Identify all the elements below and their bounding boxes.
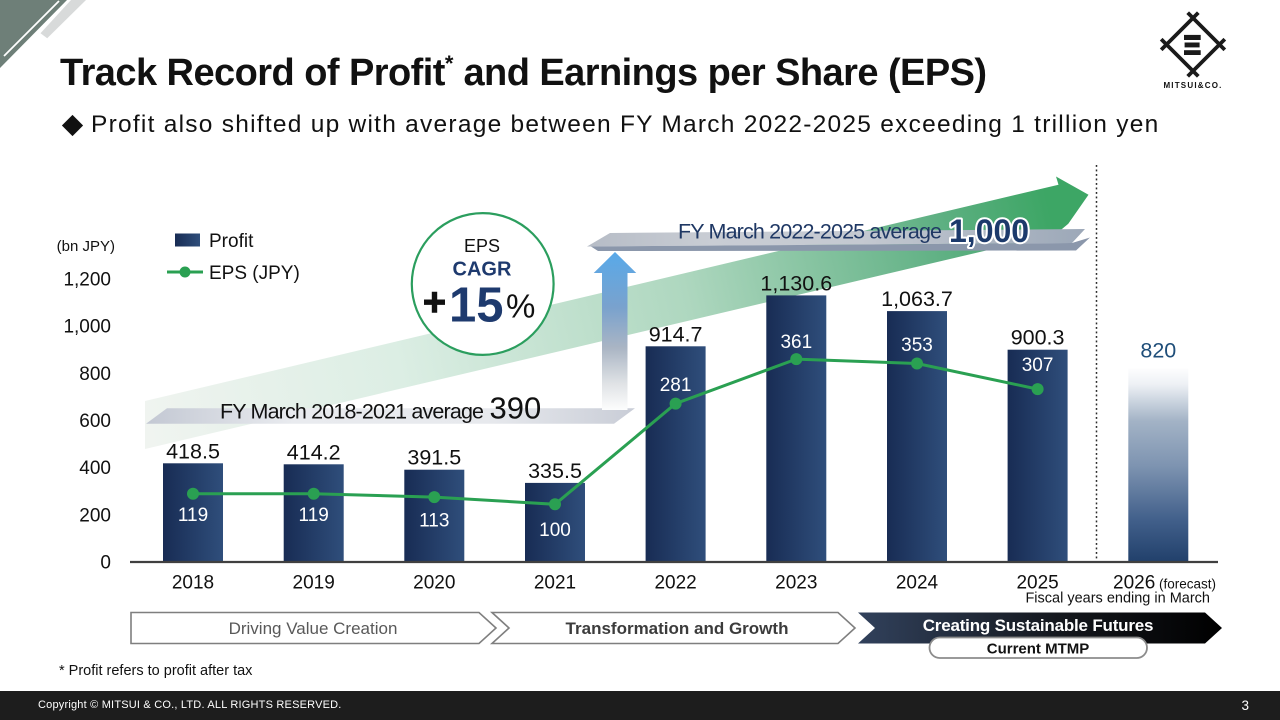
svg-text:2019: 2019 — [293, 573, 335, 594]
svg-text:1,063.7: 1,063.7 — [881, 287, 953, 311]
svg-text:1,130.6: 1,130.6 — [760, 271, 832, 295]
svg-text:2023: 2023 — [775, 573, 817, 594]
svg-text:(bn JPY): (bn JPY) — [57, 238, 115, 255]
svg-text:Fiscal years ending in March: Fiscal years ending in March — [1025, 591, 1210, 607]
svg-text:418.5: 418.5 — [166, 439, 220, 463]
svg-text:1,000: 1,000 — [63, 317, 111, 338]
svg-text:307: 307 — [1022, 355, 1054, 376]
svg-text:600: 600 — [79, 411, 111, 432]
svg-text:1,200: 1,200 — [63, 270, 111, 291]
svg-text:2018: 2018 — [172, 573, 214, 594]
svg-text:400: 400 — [79, 458, 111, 479]
svg-text:113: 113 — [419, 511, 449, 532]
svg-text:900.3: 900.3 — [1011, 326, 1065, 350]
svg-text:Driving Value Creation: Driving Value Creation — [229, 619, 398, 638]
svg-text:281: 281 — [660, 375, 692, 396]
svg-text:Current MTMP: Current MTMP — [987, 641, 1090, 658]
svg-text:MITSUI&CO.: MITSUI&CO. — [1163, 81, 1222, 90]
svg-text:2025: 2025 — [1016, 573, 1058, 594]
svg-text:2021: 2021 — [534, 573, 576, 594]
svg-text:CAGR: CAGR — [453, 259, 512, 281]
svg-text:390: 390 — [490, 391, 542, 426]
svg-text:0: 0 — [100, 553, 111, 574]
svg-text:914.7: 914.7 — [649, 322, 703, 346]
svg-text:414.2: 414.2 — [287, 440, 341, 464]
svg-text:15: 15 — [449, 279, 504, 333]
svg-text:2024: 2024 — [896, 573, 939, 594]
svg-text:Creating Sustainable Futures: Creating Sustainable Futures — [923, 616, 1154, 635]
svg-text:200: 200 — [79, 505, 111, 526]
svg-text:361: 361 — [780, 332, 812, 353]
svg-text:EPS: EPS — [464, 236, 500, 256]
svg-text:800: 800 — [79, 364, 111, 385]
svg-text:FY March 2018-2021 average: FY March 2018-2021 average — [220, 400, 483, 424]
svg-text:119: 119 — [178, 505, 208, 526]
svg-text:1,000: 1,000 — [949, 213, 1029, 249]
svg-text:%: % — [506, 288, 535, 325]
svg-text:2026 (forecast): 2026 (forecast) — [1113, 573, 1216, 594]
svg-text:335.5: 335.5 — [528, 459, 582, 483]
svg-text:Profit: Profit — [209, 231, 254, 252]
svg-text:820: 820 — [1140, 339, 1176, 363]
svg-text:100: 100 — [539, 520, 571, 541]
svg-text:2022: 2022 — [654, 573, 696, 594]
svg-text:EPS (JPY): EPS (JPY) — [209, 263, 300, 284]
svg-text:391.5: 391.5 — [407, 446, 461, 470]
svg-text:FY March 2022-2025 average: FY March 2022-2025 average — [678, 220, 941, 244]
svg-text:Transformation and Growth: Transformation and Growth — [566, 619, 789, 638]
svg-text:119: 119 — [299, 505, 329, 526]
svg-text:2020: 2020 — [413, 573, 455, 594]
svg-text:353: 353 — [901, 335, 933, 356]
